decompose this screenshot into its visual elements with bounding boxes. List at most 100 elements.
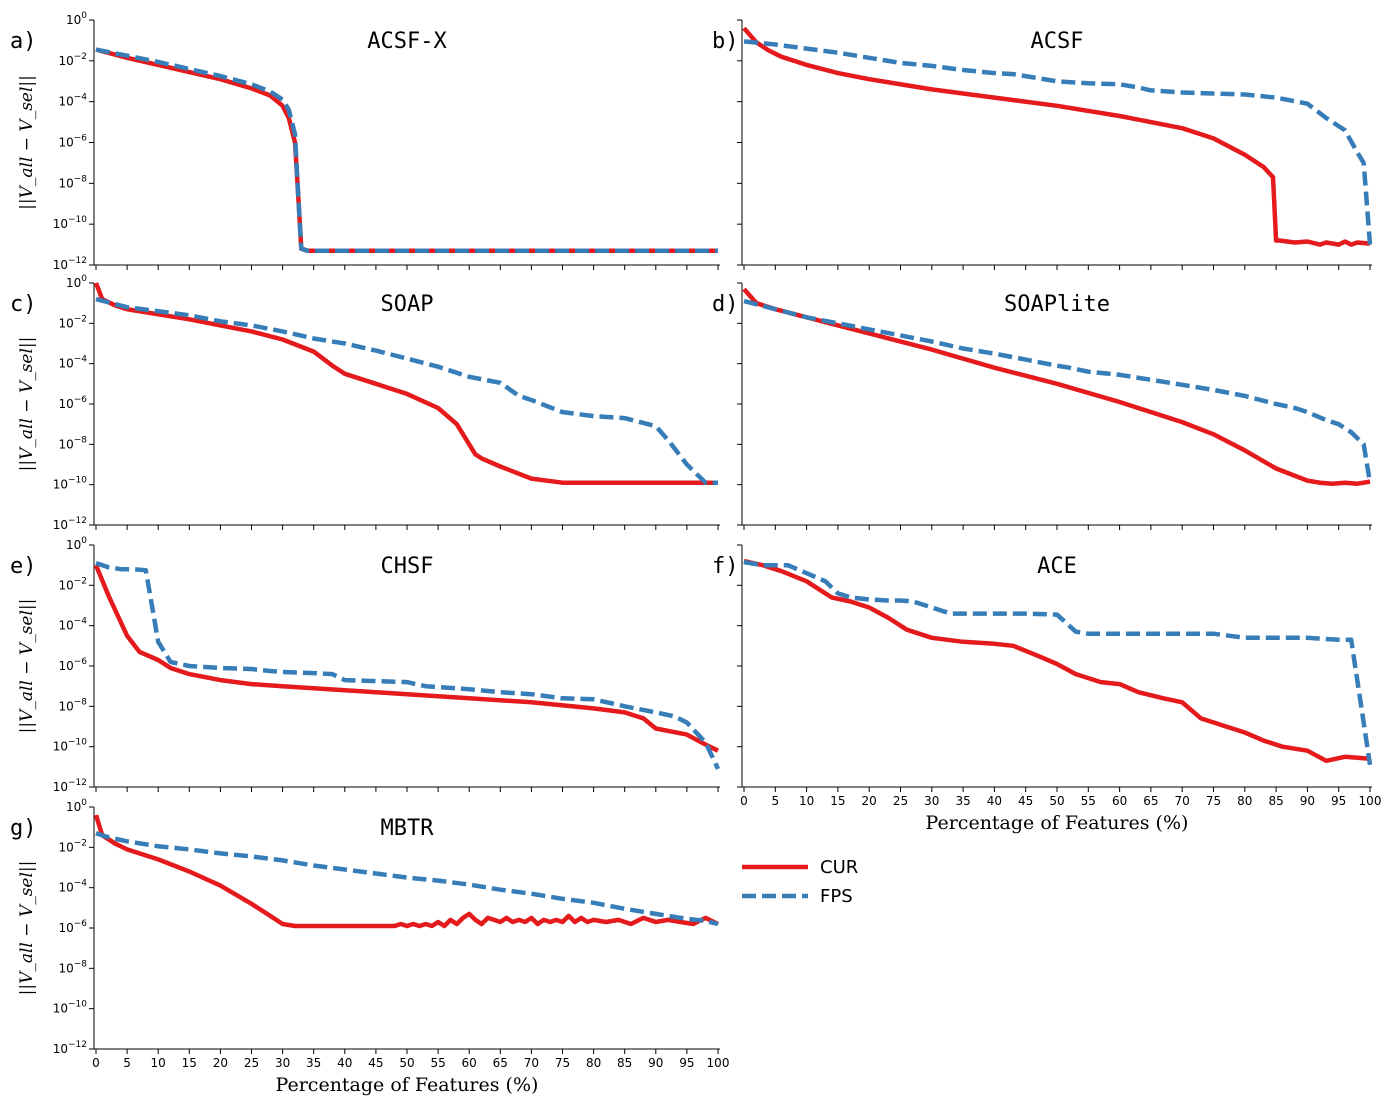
panel-letter: b)	[712, 29, 739, 54]
panel-title: CHSF	[381, 554, 434, 579]
y-tick-label: 10−10	[53, 1000, 88, 1016]
y-tick-label: 100	[66, 798, 87, 814]
y-tick-label: 10−10	[53, 215, 88, 231]
y-tick-label: 10−4	[58, 879, 87, 895]
x-tick-label: 30	[275, 1056, 290, 1070]
y-tick-label: 10−2	[58, 576, 87, 592]
x-tick-label: 90	[1300, 794, 1315, 808]
series-fps-line	[95, 560, 721, 770]
panel-letter: d)	[712, 292, 739, 317]
x-tick-label: 20	[862, 794, 877, 808]
panel-c: 100 10−2 10−4 10−6 10−8 10−10 10−12 SOAP c) ||V_a…	[10, 274, 720, 532]
x-tick-label: 75	[1206, 794, 1221, 808]
x-tick-label: 60	[462, 1056, 477, 1070]
y-tick-label: 10−2	[58, 838, 87, 854]
x-tick-label: 35	[955, 794, 970, 808]
x-tick-label: 95	[1331, 794, 1346, 808]
y-tick-label: 10−4	[58, 355, 87, 371]
x-tick-label: 15	[182, 1056, 197, 1070]
x-tick-label: 85	[617, 1056, 632, 1070]
panel-g: 100 10−2 10−4 10−6 10−8 10−10 10−12 0 5 10 15 20 25 3…	[10, 798, 729, 1096]
x-tick-label: 50	[399, 1056, 414, 1070]
series-fps-line	[95, 296, 718, 485]
panel-title: MBTR	[381, 816, 435, 841]
y-tick-label: 10−2	[58, 314, 87, 330]
y-axis-label: ||V_all − V_sel||	[17, 599, 37, 734]
series-cur-line	[93, 814, 719, 929]
x-tick-label: 15	[830, 794, 845, 808]
series-fps-line	[743, 559, 1373, 766]
x-tick-label: 5	[771, 794, 779, 808]
x-axis-label: Percentage of Features (%)	[276, 1074, 539, 1096]
y-tick-label: 100	[66, 11, 87, 27]
x-tick-label: 55	[430, 1056, 445, 1070]
panel-title: SOAP	[381, 292, 434, 317]
panel-title: ACSF	[1031, 29, 1084, 54]
panel-b: ACSF b)	[712, 19, 1373, 270]
x-tick-label: 45	[1018, 794, 1033, 808]
legend-cur-label: CUR	[820, 857, 858, 878]
y-tick-label: 10−6	[58, 657, 87, 673]
x-tick-label: 60	[1112, 794, 1127, 808]
x-tick-label: 10	[799, 794, 814, 808]
x-axis-label: Percentage of Features (%)	[926, 812, 1189, 834]
x-tick-label: 70	[524, 1056, 539, 1070]
x-tick-label: 55	[1081, 794, 1096, 808]
y-tick-label: 10−12	[53, 778, 87, 794]
series-fps-line	[95, 47, 718, 253]
y-axis-label: ||V_all − V_sel||	[17, 861, 37, 996]
y-tick-label: 10−8	[58, 697, 87, 713]
panel-title: ACSF-X	[367, 29, 447, 54]
y-tick-label: 10−6	[58, 395, 87, 411]
panel-letter: f)	[712, 554, 739, 579]
x-tick-label: 80	[1237, 794, 1252, 808]
x-tick-label: 100	[707, 1056, 730, 1070]
legend: CUR FPS	[742, 857, 858, 907]
series-cur-line	[742, 26, 1371, 247]
legend-fps-label: FPS	[820, 886, 853, 907]
series-fps-line	[95, 831, 719, 927]
x-tick-label: 20	[213, 1056, 228, 1070]
series-cur-line	[93, 564, 719, 753]
series-cur-line	[742, 287, 1371, 486]
x-tick-label: 25	[893, 794, 908, 808]
x-tick-label: 35	[306, 1056, 321, 1070]
y-tick-label: 10−10	[53, 476, 88, 492]
x-tick-label: 75	[555, 1056, 570, 1070]
y-tick-label: 10−4	[58, 617, 87, 633]
series-cur-line	[743, 558, 1371, 764]
y-tick-label: 10−8	[58, 959, 87, 975]
x-tick-label: 30	[924, 794, 939, 808]
panel-letter: a)	[10, 29, 37, 54]
y-tick-label: 10−12	[53, 516, 87, 532]
x-tick-label: 65	[1143, 794, 1158, 808]
y-tick-label: 10−4	[58, 93, 87, 109]
x-tick-label: 50	[1049, 794, 1064, 808]
panel-e: 100 10−2 10−4 10−6 10−8 10−10 10−12 CHSF e) ||V_a…	[10, 536, 721, 794]
panel-d: SOAPlite d)	[712, 282, 1373, 530]
panel-letter: c)	[10, 292, 37, 317]
x-tick-label: 25	[244, 1056, 259, 1070]
x-tick-label: 5	[123, 1056, 131, 1070]
x-tick-label: 95	[679, 1056, 694, 1070]
x-tick-label: 40	[987, 794, 1002, 808]
y-tick-label: 10−12	[53, 1040, 87, 1056]
x-tick-label: 100	[1359, 794, 1382, 808]
y-tick-label: 10−6	[58, 134, 87, 150]
y-tick-label: 10−2	[58, 52, 87, 68]
y-tick-label: 10−10	[53, 738, 88, 754]
y-tick-label: 100	[66, 274, 87, 290]
panel-f: 0 5 10 15 20 25 30 35 40 45 50 55 60 65 70 75 80 85 90 95 10…	[712, 544, 1382, 834]
panel-title: SOAPlite	[1004, 292, 1110, 317]
y-axis-label: ||V_all − V_sel||	[17, 75, 37, 210]
panel-letter: g)	[10, 816, 37, 841]
x-tick-label: 70	[1175, 794, 1190, 808]
y-tick-label: 10−6	[58, 919, 87, 935]
series-fps-line	[743, 39, 1373, 245]
series-fps-line	[743, 298, 1373, 484]
x-tick-label: 80	[586, 1056, 601, 1070]
series-cur-line	[95, 47, 718, 253]
y-tick-label: 10−8	[58, 435, 87, 451]
x-tick-label: 0	[92, 1056, 100, 1070]
